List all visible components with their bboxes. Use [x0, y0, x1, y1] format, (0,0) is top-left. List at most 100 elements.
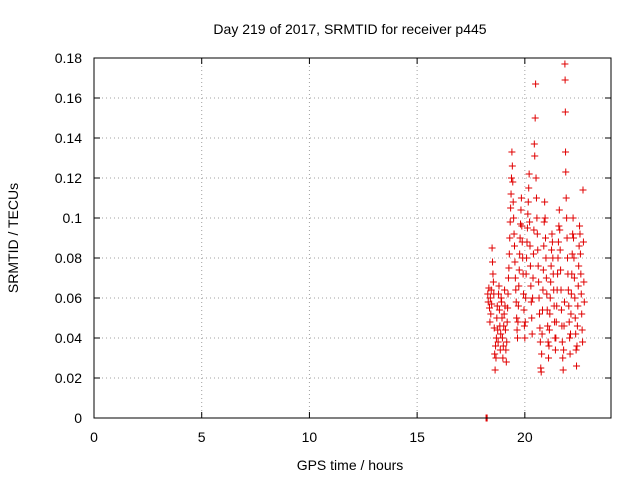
data-point-109	[530, 226, 538, 234]
x-tick-labels: 0 5 10 15 20	[90, 429, 533, 445]
data-point-12	[488, 244, 496, 252]
data-point-22	[492, 334, 500, 342]
data-point-161	[552, 318, 560, 326]
data-point-171	[557, 266, 565, 274]
data-point-95	[524, 210, 532, 218]
data-point-118	[534, 246, 542, 254]
data-point-58	[508, 148, 516, 156]
data-point-70	[513, 326, 521, 334]
data-point-73	[514, 302, 522, 310]
data-point-169	[556, 226, 564, 234]
data-point-142	[544, 338, 552, 346]
data-point-187	[563, 214, 571, 222]
data-point-181	[561, 60, 569, 68]
y-tick-label: 0.18	[55, 50, 82, 66]
data-point-9	[487, 310, 495, 318]
data-point-221	[577, 290, 585, 298]
data-point-128	[538, 330, 546, 338]
chart-title: Day 219 of 2017, SRMTID for receiver p44…	[213, 21, 486, 37]
data-point-10	[487, 286, 495, 294]
data-point-184	[562, 148, 570, 156]
data-point-25	[494, 326, 502, 334]
data-point-115	[532, 194, 540, 202]
y-tick-label: 0.14	[55, 130, 82, 146]
data-point-137	[542, 254, 550, 262]
data-point-151	[548, 230, 556, 238]
data-point-55	[507, 204, 515, 212]
data-point-227	[580, 278, 588, 286]
data-point-133	[540, 218, 548, 226]
data-point-97	[525, 184, 533, 192]
data-point-143	[545, 354, 553, 362]
data-point-110	[530, 140, 538, 148]
data-point-67	[512, 286, 520, 294]
y-axis-label: SRMTID / TECUs	[5, 183, 21, 293]
data-point-180	[560, 298, 568, 306]
data-point-132	[540, 242, 548, 250]
plot-frame	[93, 57, 612, 419]
y-tick-label: 0	[74, 410, 82, 426]
data-point-225	[579, 186, 587, 194]
data-point-26	[494, 338, 502, 346]
data-point-204	[570, 254, 578, 262]
data-point-75	[515, 266, 523, 274]
data-point-44	[502, 346, 510, 354]
data-point-111	[531, 152, 539, 160]
data-point-106	[529, 294, 537, 302]
data-point-194	[566, 334, 574, 342]
data-point-19	[491, 366, 499, 374]
data-point-96	[524, 198, 532, 206]
data-point-160	[552, 334, 560, 342]
data-point-220	[577, 270, 585, 278]
data-point-189	[563, 254, 571, 262]
data-point-85	[520, 290, 528, 298]
data-point-62	[510, 214, 518, 222]
data-point-130	[539, 286, 547, 294]
data-point-127	[538, 350, 546, 358]
data-point-146	[546, 310, 554, 318]
data-point-41	[501, 286, 509, 294]
data-point-28	[495, 282, 503, 290]
data-point-202	[569, 214, 577, 222]
data-point-87	[520, 322, 528, 330]
data-point-49	[504, 290, 512, 298]
data-point-105	[528, 330, 536, 338]
data-point-191	[564, 286, 572, 294]
data-point-164	[554, 270, 562, 278]
x-axis-label: GPS time / hours	[297, 457, 404, 473]
y-tick-label: 0.16	[55, 90, 82, 106]
grid-lines	[94, 58, 611, 418]
data-point-195	[566, 350, 574, 358]
data-point-147	[546, 294, 554, 302]
data-point-57	[507, 174, 515, 182]
data-point-121	[535, 294, 543, 302]
data-point-175	[558, 338, 566, 346]
data-point-135	[541, 214, 549, 222]
data-point-228	[580, 298, 588, 306]
data-point-145	[545, 326, 553, 334]
data-point-27	[495, 290, 503, 298]
data-point-71	[514, 334, 522, 342]
data-point-29	[495, 306, 503, 314]
data-point-206	[571, 294, 579, 302]
data-point-36	[498, 334, 506, 342]
data-point-40	[500, 310, 508, 318]
data-point-32	[497, 330, 505, 338]
data-point-223	[578, 326, 586, 334]
data-point-100	[526, 242, 534, 250]
data-points	[482, 60, 588, 422]
y-tick-label: 0.06	[55, 290, 82, 306]
data-point-45	[502, 358, 510, 366]
data-point-212	[573, 322, 581, 330]
data-point-183	[561, 108, 569, 116]
data-point-102	[527, 282, 535, 290]
data-point-177	[559, 366, 567, 374]
data-point-144	[545, 342, 553, 350]
data-point-7	[486, 318, 494, 326]
data-point-218	[576, 230, 584, 238]
data-point-68	[512, 298, 520, 306]
data-point-219	[576, 250, 584, 258]
data-point-107	[529, 274, 537, 282]
data-point-140	[543, 306, 551, 314]
data-point-188	[563, 234, 571, 242]
